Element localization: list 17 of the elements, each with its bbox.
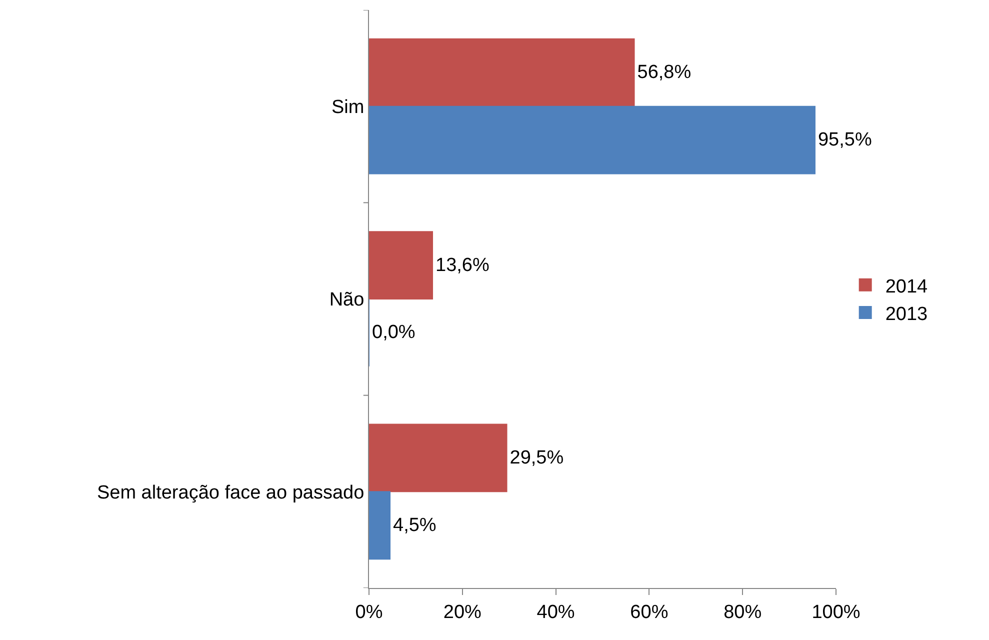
y-tick-label: Sem alteração face ao passado	[96, 482, 364, 504]
x-tick-label: 100%	[812, 602, 860, 623]
x-tick-label: 20%	[443, 602, 482, 623]
data-label: 29,5%	[510, 447, 564, 468]
x-tick-label: 60%	[630, 602, 668, 623]
legend-label: 2014	[885, 276, 928, 298]
data-label: 95,5%	[818, 130, 872, 151]
legend-label: 2013	[885, 304, 928, 325]
y-tick-label: Sim	[331, 96, 364, 118]
data-label: 56,8%	[637, 62, 692, 84]
x-tick-label: 40%	[536, 602, 575, 623]
data-label: 13,6%	[436, 254, 490, 276]
x-tick-label: 80%	[724, 602, 762, 623]
x-tick-label: 0%	[355, 602, 383, 623]
y-tick-label: Não	[329, 290, 364, 311]
data-label: 0,0%	[372, 322, 416, 344]
data-label: 4,5%	[393, 514, 436, 536]
